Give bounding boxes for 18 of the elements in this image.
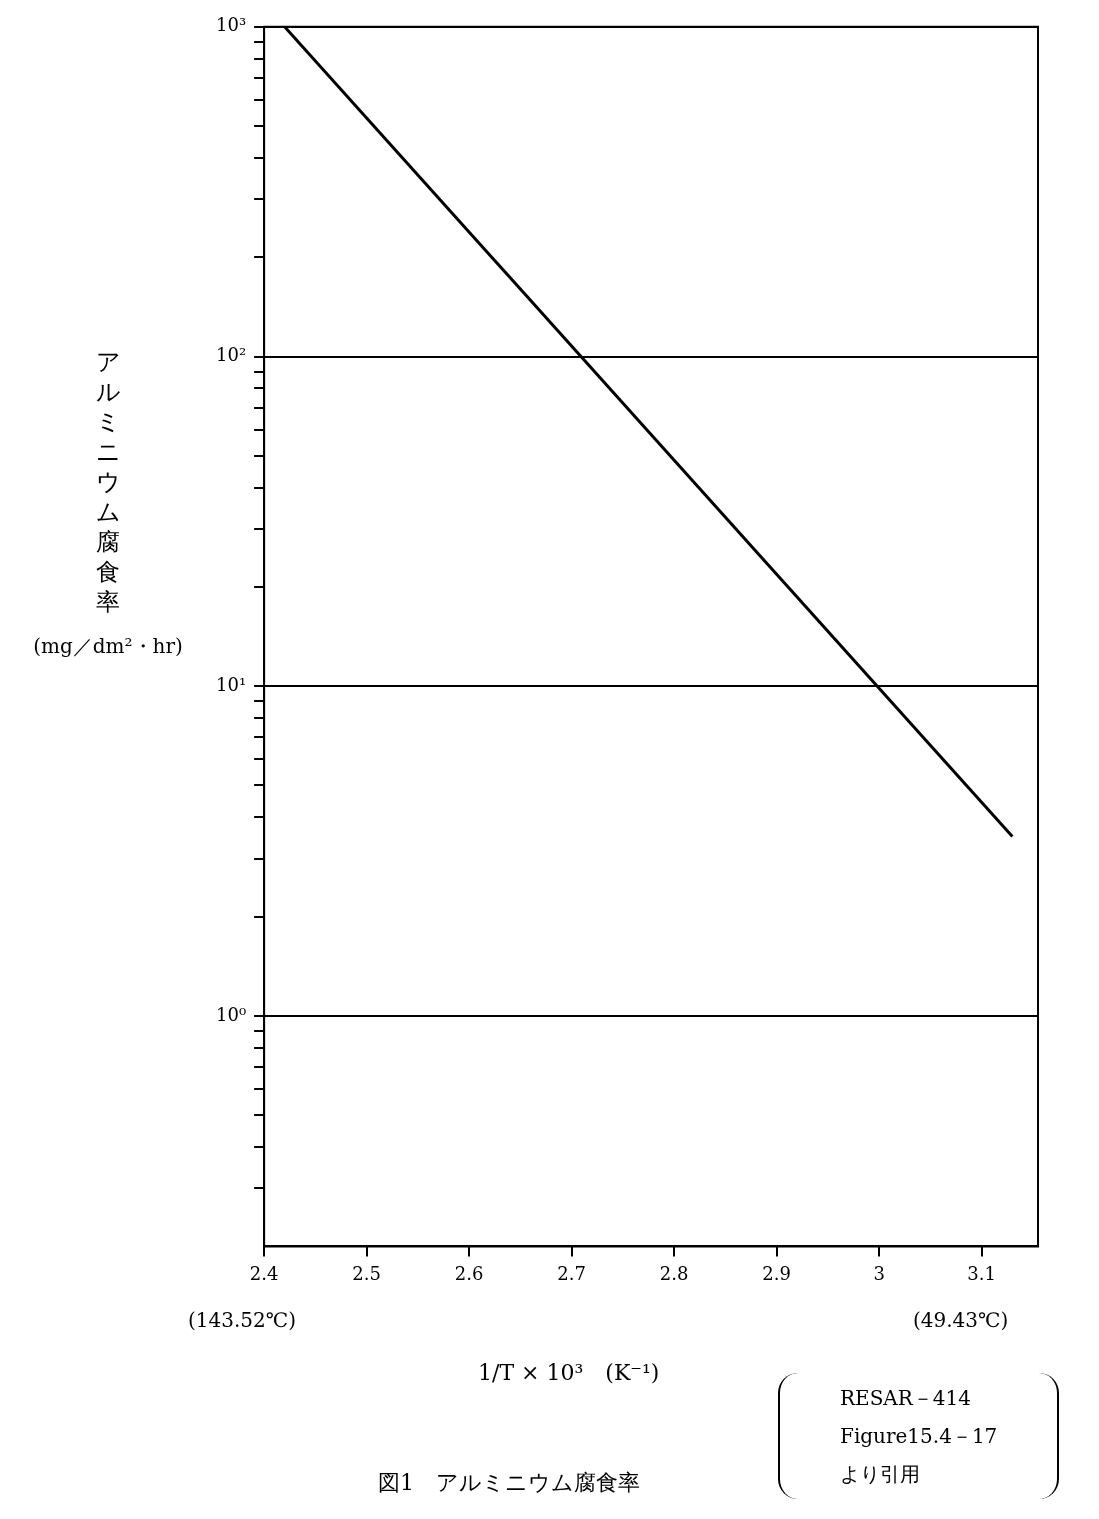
text: (143.52℃) <box>188 1308 296 1332</box>
y-tick-label: 10³ <box>216 14 247 36</box>
x-tick-label: 2.4 <box>249 1262 279 1284</box>
text: アルミニウム腐食率 (mg／dm²・hr) <box>33 347 183 658</box>
x-tick-label: 2.9 <box>762 1262 791 1284</box>
text: RESAR－414 Figure15.4－17 より引用 <box>778 1373 1060 1499</box>
x-tick-label: 3 <box>873 1262 885 1284</box>
x-axis-title: 1/T × 10³ (K⁻¹) <box>478 1359 660 1387</box>
x-tick-label: 2.6 <box>454 1262 484 1284</box>
x-tick-label: 2.8 <box>659 1262 689 1284</box>
y-tick-label: 10¹ <box>216 673 247 695</box>
y-tick-label: 10⁰ <box>216 1003 247 1025</box>
x-tick-label: 2.7 <box>557 1262 586 1284</box>
text: 図1 アルミニウム腐食率 <box>378 1469 640 1497</box>
y-tick-label: 10² <box>216 344 247 366</box>
x-tick-label: 2.5 <box>352 1262 381 1284</box>
text: (49.43℃) <box>913 1308 1009 1332</box>
x-tick-label: 3.1 <box>967 1262 996 1284</box>
